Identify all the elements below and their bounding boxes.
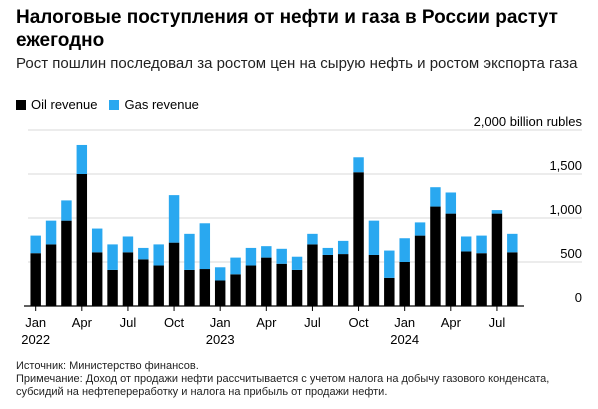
bar-gas xyxy=(184,233,195,270)
bar-gas xyxy=(45,220,57,245)
bar-oil xyxy=(168,242,180,306)
bar-oil xyxy=(214,280,226,306)
bar-oil xyxy=(276,263,287,306)
bar-gas xyxy=(276,248,287,264)
bar-oil xyxy=(399,262,410,306)
bar-gas xyxy=(122,236,134,253)
legend-swatch-oil xyxy=(16,99,26,110)
y-tick-label: 1,000 xyxy=(549,202,582,217)
x-tick-label: Apr xyxy=(72,315,93,330)
bar-gas xyxy=(61,200,72,221)
x-tick-label: Jul xyxy=(489,315,506,330)
legend-label-oil: Oil revenue xyxy=(31,97,98,112)
footer: Источник: Министерство финансов. Примеча… xyxy=(16,360,591,399)
legend-item-gas: Gas revenue xyxy=(109,97,199,112)
bar-gas xyxy=(230,257,241,275)
y-tick-label: 1,500 xyxy=(549,158,582,173)
bar-oil xyxy=(91,252,103,306)
bar-gas xyxy=(307,233,318,245)
bar-oil xyxy=(61,220,72,306)
bar-gas xyxy=(245,247,257,266)
bar-gas xyxy=(199,223,211,270)
x-tick-label: Jul xyxy=(120,315,137,330)
legend-item-oil: Oil revenue xyxy=(16,97,97,112)
bar-oil xyxy=(322,254,334,306)
bar-oil xyxy=(384,277,395,306)
bar-oil xyxy=(414,235,426,306)
bar-gas xyxy=(507,233,518,253)
x-tick-label: Jan xyxy=(210,315,231,330)
source-note: Источник: Министерство финансов. xyxy=(16,360,199,372)
x-tick-label: Apr xyxy=(256,315,277,330)
bar-gas xyxy=(399,238,410,262)
bar-oil xyxy=(337,254,349,306)
y-tick-label: 2,000 billion rubles xyxy=(474,114,583,129)
bar-oil xyxy=(107,269,118,306)
legend-swatch-gas xyxy=(109,99,120,110)
y-tick-label: 500 xyxy=(560,246,582,261)
bar-gas xyxy=(291,256,303,270)
x-tick-label: Jan xyxy=(394,315,415,330)
bar-gas xyxy=(445,192,457,214)
x-year-label: 2022 xyxy=(21,332,50,347)
bar-oil xyxy=(507,252,518,306)
bar-gas xyxy=(460,236,472,252)
bar-gas xyxy=(30,235,41,254)
bar-gas xyxy=(414,222,426,236)
y-tick-label: 0 xyxy=(575,290,582,305)
bar-gas xyxy=(430,187,441,207)
legend-label-gas: Gas revenue xyxy=(124,97,199,112)
bar-gas xyxy=(168,195,180,243)
bar-gas xyxy=(138,247,149,260)
bar-oil xyxy=(153,265,164,306)
legend: Oil revenue Gas revenue xyxy=(16,97,211,112)
x-tick-label: Oct xyxy=(348,315,369,330)
bar-gas xyxy=(337,240,349,255)
bar-oil xyxy=(184,269,195,306)
x-tick-label: Oct xyxy=(164,315,185,330)
bar-oil xyxy=(307,244,318,306)
bar-gas xyxy=(76,144,88,174)
x-year-label: 2023 xyxy=(206,332,235,347)
bar-oil xyxy=(245,265,257,306)
x-tick-label: Jul xyxy=(304,315,321,330)
bar-oil xyxy=(76,174,88,306)
bar-gas xyxy=(214,267,226,281)
bar-gas xyxy=(384,250,395,278)
bar-gas xyxy=(261,246,272,258)
bar-gas xyxy=(353,157,364,173)
chart-subtitle: Рост пошлин последовал за ростом цен на … xyxy=(16,55,578,72)
bar-oil xyxy=(138,259,149,306)
x-year-label: 2024 xyxy=(390,332,419,347)
bar-oil xyxy=(45,244,57,306)
bar-oil xyxy=(445,213,457,306)
bar-gas xyxy=(91,228,103,253)
bar-oil xyxy=(30,253,41,306)
bar-oil xyxy=(460,251,472,306)
bar-oil xyxy=(291,269,303,306)
bar-gas xyxy=(153,244,164,266)
bar-oil xyxy=(368,254,380,306)
bar-oil xyxy=(353,172,364,306)
bar-gas xyxy=(107,244,118,270)
x-tick-label: Jan xyxy=(25,315,46,330)
bar-oil xyxy=(491,213,503,306)
bar-oil xyxy=(430,206,441,306)
bar-gas xyxy=(368,220,380,255)
bar-gas xyxy=(322,247,334,255)
bar-oil xyxy=(476,253,487,306)
bar-gas xyxy=(491,210,503,214)
x-tick-label: Apr xyxy=(441,315,462,330)
bar-oil xyxy=(230,274,241,306)
bar-oil xyxy=(261,257,272,306)
bar-gas xyxy=(476,235,487,254)
method-note: Примечание: Доход от продажи нефти рассч… xyxy=(16,373,550,398)
chart-title: Налоговые поступления от нефти и газа в … xyxy=(16,7,558,51)
bar-oil xyxy=(199,269,211,306)
bar-oil xyxy=(122,252,134,306)
